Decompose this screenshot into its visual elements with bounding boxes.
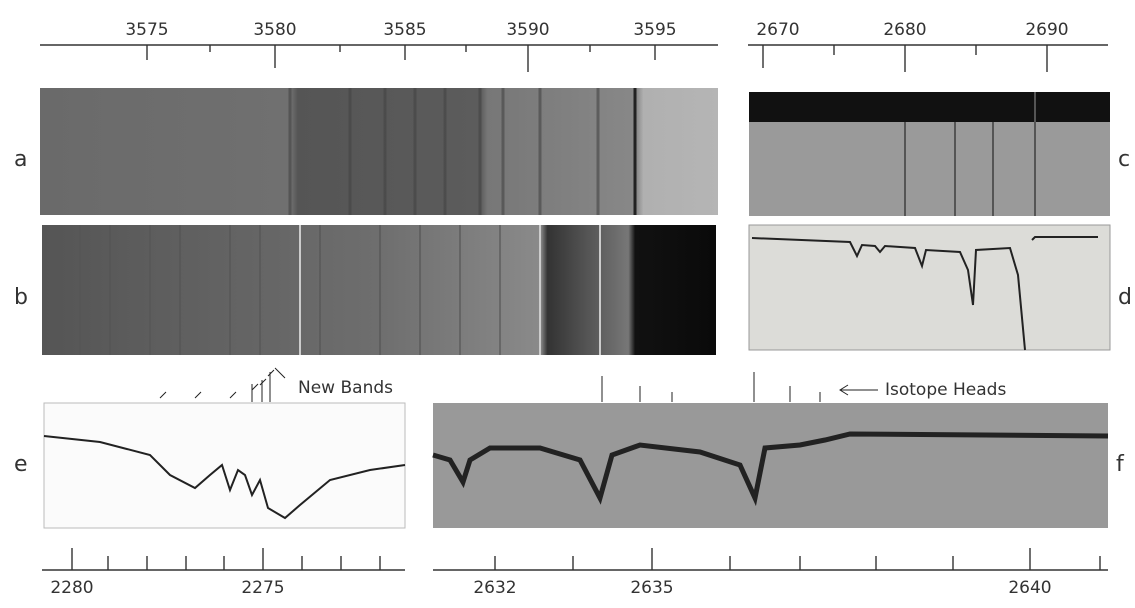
tick-label: 3585 (383, 20, 426, 40)
tick-label: 2280 (50, 578, 93, 598)
trace-f-bg (433, 403, 1108, 528)
tick-label: 2680 (883, 20, 926, 40)
new-band-markers (159, 367, 286, 399)
tick-label: 2640 (1008, 578, 1051, 598)
tick-label: 3580 (253, 20, 296, 40)
scale-bottom-right: 2632 2635 2640 (433, 548, 1108, 598)
panel-label: c (1118, 147, 1130, 172)
tick-label: 2670 (756, 20, 799, 40)
panel-label: b (14, 285, 28, 310)
scale-top-left: 3575 3580 3585 3590 3595 (40, 20, 718, 72)
panel-label: f (1116, 452, 1125, 477)
ticks (494, 548, 1101, 570)
spectral-lines (79, 225, 501, 355)
tick-label: 3575 (125, 20, 168, 40)
ticks (71, 548, 381, 570)
trace-d (751, 236, 1098, 351)
tick-label: 2275 (241, 578, 284, 598)
new-band-stems (251, 372, 271, 402)
spectrum-c-dark (749, 92, 1110, 122)
ticks (762, 45, 1048, 72)
scale-top-right: 2670 2680 2690 (748, 20, 1108, 72)
panel-label: e (14, 452, 28, 477)
arrow (839, 384, 878, 396)
scale-bottom-left: 2280 2275 (42, 548, 405, 598)
trace-f (432, 431, 1109, 507)
spectral-lines (288, 88, 600, 215)
annotation: New Bands (298, 378, 393, 398)
spectral-lines (904, 92, 1036, 216)
tick-label: 2635 (630, 578, 673, 598)
trace-e (43, 435, 406, 520)
tick-label: 3590 (506, 20, 549, 40)
tick-label: 2690 (1025, 20, 1068, 40)
trace-d-bg (748, 224, 1111, 351)
panel-label: a (14, 147, 27, 172)
bright-lines (299, 225, 601, 355)
tick-label: 2632 (473, 578, 516, 598)
ticks (146, 45, 656, 72)
isotope-markers (601, 372, 821, 402)
trace-e-bg (43, 402, 406, 529)
tick-label: 3595 (633, 20, 676, 40)
panel-label: d (1118, 285, 1132, 310)
annotation: Isotope Heads (885, 380, 1006, 400)
spectrum-a (40, 88, 718, 215)
